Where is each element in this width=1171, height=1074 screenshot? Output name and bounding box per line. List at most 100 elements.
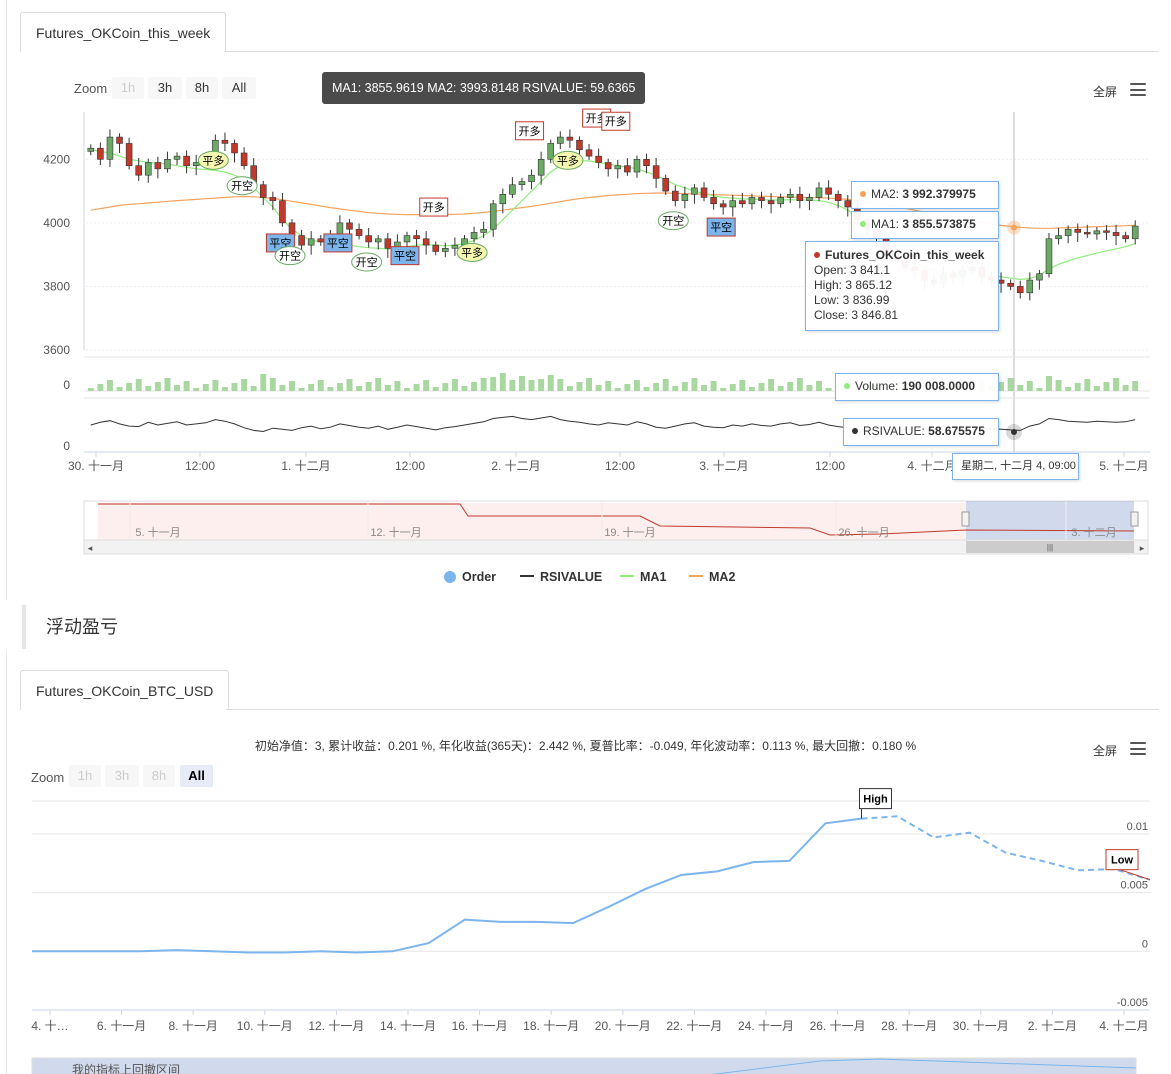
candle bbox=[825, 187, 832, 195]
pnl-x-tick-label: 4. 十… bbox=[31, 1019, 68, 1033]
zoom-all-button[interactable]: All bbox=[222, 77, 256, 99]
volume-bar bbox=[183, 381, 190, 391]
pnl-annotation: Low bbox=[1105, 849, 1151, 881]
candle bbox=[145, 162, 152, 176]
zoom-1h-button-bottom[interactable]: 1h bbox=[69, 765, 101, 787]
zoom-3h-button-bottom[interactable]: 3h bbox=[105, 765, 139, 787]
volume-bar bbox=[643, 387, 650, 391]
volume-bar bbox=[1046, 376, 1052, 391]
ma1-tooltip: MA1: 3 855.573875 bbox=[851, 211, 999, 239]
legend-order-icon bbox=[444, 571, 456, 583]
volume-bar bbox=[461, 386, 468, 391]
candle bbox=[719, 203, 727, 208]
volume-bar bbox=[653, 383, 660, 391]
pnl-x-tick-label: 20. 十一月 bbox=[595, 1019, 651, 1033]
zoom-8h-button[interactable]: 8h bbox=[186, 77, 218, 99]
legend-order[interactable]: Order bbox=[444, 567, 496, 587]
volume-bar bbox=[490, 377, 497, 391]
navigator-label: 3. 十二月 bbox=[1071, 525, 1116, 539]
fullscreen-button[interactable]: 全屏 bbox=[1093, 85, 1118, 99]
navigator-label: 12. 十一月 bbox=[370, 525, 421, 539]
volume-bar bbox=[356, 386, 363, 391]
volume-bar bbox=[825, 388, 832, 391]
x-tick-label: 2. 十二月 bbox=[491, 459, 540, 473]
volume-bar bbox=[423, 380, 430, 391]
zoom-3h-button[interactable]: 3h bbox=[148, 77, 182, 99]
volume-bar bbox=[135, 379, 142, 391]
candle bbox=[796, 193, 804, 201]
candle bbox=[221, 139, 229, 144]
zoom-all-button-bottom[interactable]: All bbox=[180, 765, 213, 787]
volume-bar bbox=[566, 386, 573, 391]
volume-bar bbox=[1113, 378, 1120, 391]
order-flag: 开空 bbox=[274, 246, 306, 266]
candle bbox=[1112, 232, 1120, 236]
zoom-1h-button[interactable]: 1h bbox=[112, 77, 144, 99]
navigator-label: 26. 十一月 bbox=[838, 525, 889, 539]
volume-bar bbox=[710, 381, 717, 391]
legend-rsivalue[interactable]: RSIVALUE bbox=[520, 567, 602, 587]
legend-ma2[interactable]: MA2 bbox=[689, 567, 735, 587]
volume-bar bbox=[126, 383, 133, 391]
ma1-tooltip-value: 3 855.573875 bbox=[902, 217, 976, 231]
navigator-label: 5. 十一月 bbox=[135, 525, 180, 539]
volume-bar bbox=[375, 378, 382, 391]
volume-bar bbox=[404, 388, 410, 391]
candle bbox=[422, 238, 430, 246]
volume-bar bbox=[269, 378, 276, 391]
volume-bar bbox=[701, 385, 707, 391]
volume-bar bbox=[1132, 381, 1139, 391]
volume-bar bbox=[1036, 388, 1043, 391]
candle bbox=[499, 193, 507, 205]
x-tick-label: 4. 十二月 bbox=[907, 459, 956, 473]
candle bbox=[231, 143, 238, 154]
candle bbox=[643, 159, 650, 166]
pnl-navigator-line bbox=[711, 1058, 1137, 1074]
rsi-tooltip-label: RSIVALUE: bbox=[863, 424, 925, 438]
rsi-tick-label: 0 bbox=[63, 439, 70, 453]
volume-bar bbox=[106, 380, 113, 391]
candle bbox=[566, 136, 574, 141]
volume-bar bbox=[298, 388, 305, 391]
series-dot-icon bbox=[814, 252, 820, 258]
volume-bar bbox=[250, 386, 257, 391]
stats-line: 初始净值：3, 累计收益：0.201 %, 年化收益(365天)：2.442 %… bbox=[254, 739, 917, 753]
volume-bar bbox=[317, 380, 324, 391]
order-flag: 平多 bbox=[197, 150, 229, 170]
menu-icon[interactable] bbox=[1130, 83, 1146, 96]
tab-futures-okcoin-btc-usd[interactable]: Futures_OKCoin_BTC_USD bbox=[20, 670, 230, 710]
ohlc-series-name: Futures_OKCoin_this_week bbox=[825, 248, 985, 262]
volume-bar bbox=[384, 385, 391, 391]
order-flag-label: 平空 bbox=[710, 220, 732, 234]
legend-rsivalue-icon bbox=[520, 575, 534, 577]
volume-bar bbox=[672, 386, 679, 391]
candle bbox=[1016, 286, 1024, 294]
zoom-8h-button-bottom[interactable]: 8h bbox=[143, 765, 175, 787]
candle bbox=[576, 139, 583, 151]
pnl-x-tick-label: 2. 十二月 bbox=[1028, 1019, 1077, 1033]
scrollbar-track bbox=[83, 539, 1149, 555]
volume-bar bbox=[720, 388, 727, 391]
candle bbox=[729, 200, 737, 208]
zoom-label: Zoom bbox=[74, 81, 108, 96]
legend-ma1[interactable]: MA1 bbox=[620, 567, 666, 587]
volume-bar bbox=[221, 387, 228, 391]
volume-bar bbox=[681, 382, 688, 391]
candle bbox=[1103, 230, 1110, 233]
candle bbox=[87, 147, 95, 152]
candle bbox=[403, 235, 411, 243]
scrollbar-grip-icon: ||| bbox=[1047, 543, 1053, 552]
fullscreen-button-bottom[interactable]: 全屏 bbox=[1093, 744, 1118, 758]
pnl-annotation-label: Low bbox=[1111, 855, 1133, 867]
candle bbox=[547, 143, 554, 160]
order-flag: 开空 bbox=[657, 211, 689, 231]
volume-bar bbox=[241, 379, 248, 391]
order-flag-box bbox=[552, 150, 584, 170]
tab-futures-okcoin-this-week[interactable]: Futures_OKCoin_this_week bbox=[20, 12, 227, 52]
volume-bar bbox=[164, 378, 171, 391]
candle bbox=[1045, 238, 1053, 275]
menu-icon-bottom[interactable] bbox=[1130, 742, 1146, 755]
candle bbox=[748, 197, 756, 205]
candle bbox=[777, 197, 784, 205]
legend-order-label: Order bbox=[462, 570, 497, 584]
